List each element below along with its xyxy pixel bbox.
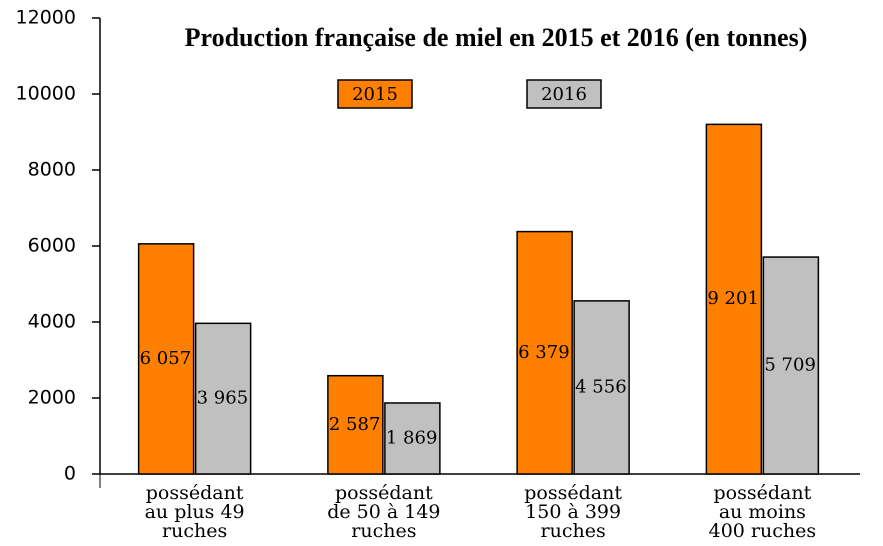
- x-tick-label: 400 ruches: [709, 520, 817, 542]
- bar: [137, 243, 195, 475]
- bar: [573, 300, 630, 475]
- y-tick-label: 2000: [28, 387, 76, 409]
- y-tick-label: 4000: [28, 311, 76, 333]
- x-tick-label: 150 à 399: [525, 501, 621, 523]
- bar: [705, 123, 763, 475]
- legend-label: 2015: [352, 84, 398, 105]
- y-tick-label: 12000: [16, 7, 76, 29]
- value-label: 1 869: [386, 427, 438, 448]
- bar: [384, 402, 441, 475]
- bar: [194, 322, 252, 475]
- x-tick-label: ruches: [351, 520, 416, 542]
- value-label: 5 709: [764, 355, 816, 376]
- x-tick-label: ruches: [162, 520, 227, 542]
- x-tick-label: possédant: [335, 482, 433, 504]
- legend-swatch: [337, 79, 413, 109]
- x-tick-label: ruches: [541, 520, 606, 542]
- bar: [762, 256, 820, 475]
- y-tick-label: 0: [64, 463, 76, 485]
- y-tick-label: 8000: [28, 159, 76, 181]
- bar: [516, 230, 573, 475]
- y-tick-label: 6000: [28, 235, 76, 257]
- value-label: 3 965: [197, 388, 249, 409]
- x-tick-label: possédant: [714, 482, 812, 504]
- y-tick-label: 10000: [16, 83, 76, 105]
- value-label: 4 556: [575, 376, 627, 397]
- chart-title: Production française de miel en 2015 et …: [185, 23, 808, 52]
- x-tick-label: au plus 49: [145, 501, 245, 523]
- x-tick-label: possédant: [524, 482, 622, 504]
- x-tick-label: de 50 à 149: [327, 501, 440, 523]
- x-tick-label: possédant: [146, 482, 244, 504]
- value-label: 2 587: [329, 414, 381, 435]
- value-label: 9 201: [707, 288, 759, 309]
- value-label: 6 379: [518, 342, 570, 363]
- bar: [327, 374, 384, 475]
- legend-label: 2016: [541, 84, 587, 105]
- x-tick-label: au moins: [719, 501, 806, 523]
- legend-swatch: [526, 79, 602, 109]
- value-label: 6 057: [140, 348, 192, 369]
